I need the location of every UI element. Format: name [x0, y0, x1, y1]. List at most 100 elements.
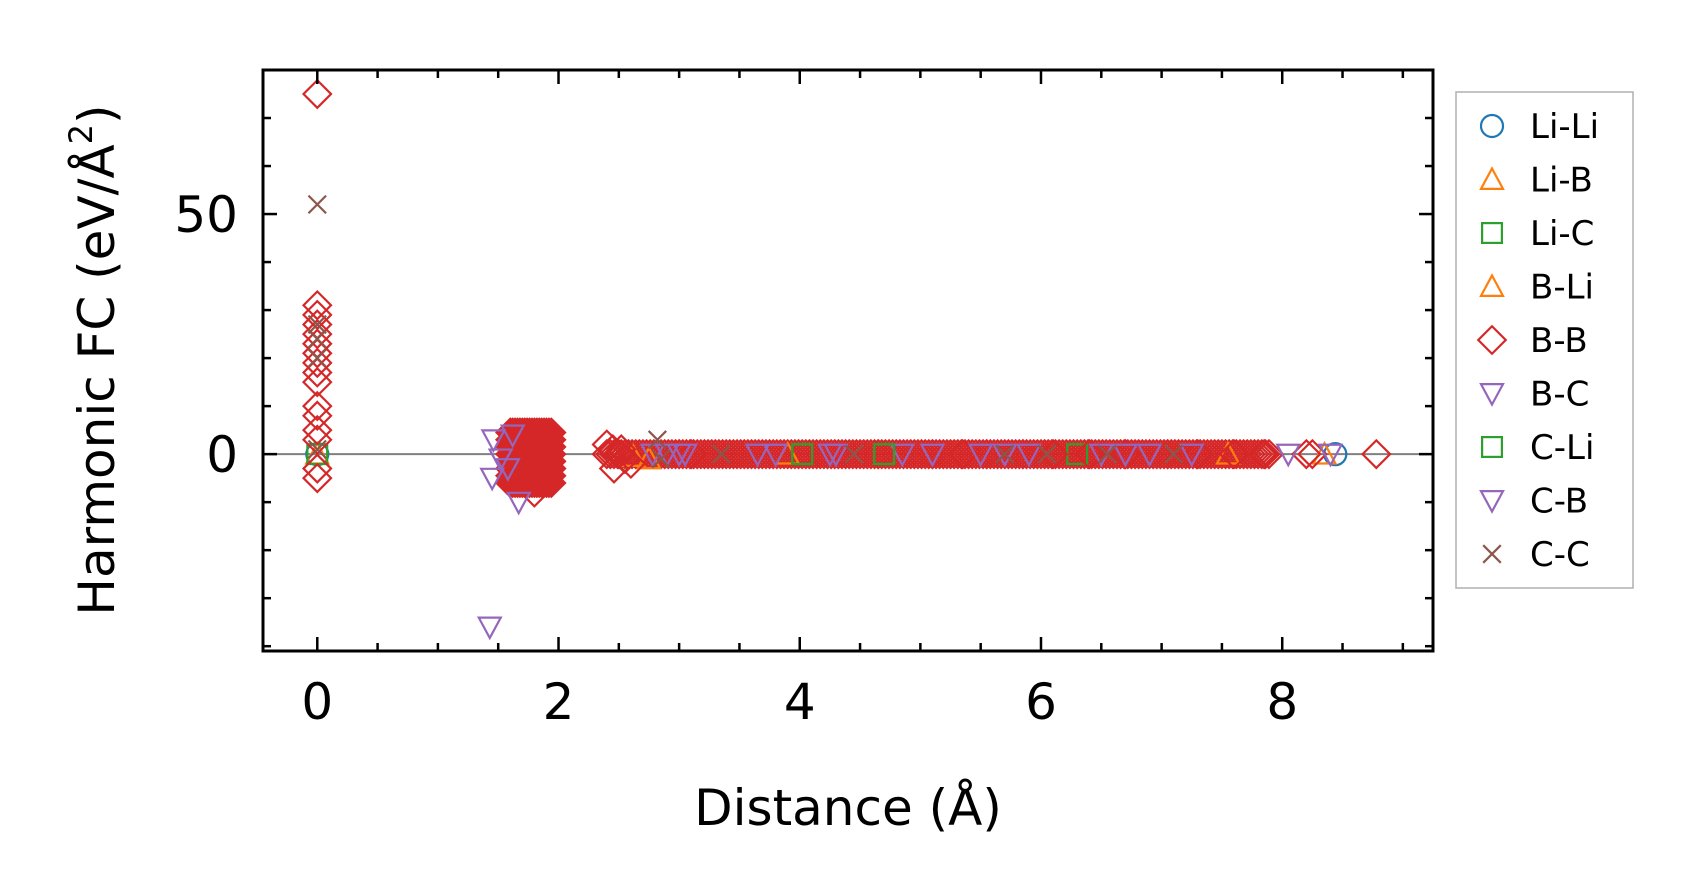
legend-label: B-Li	[1530, 268, 1594, 308]
x-marker-stroke	[1164, 444, 1184, 464]
data-point	[711, 444, 731, 464]
data-point	[505, 491, 532, 516]
x-marker-stroke	[647, 430, 668, 450]
legend-label: B-B	[1530, 321, 1588, 361]
legend-label: C-B	[1530, 482, 1588, 522]
legend-frame	[1455, 91, 1634, 589]
legend-marker	[1479, 490, 1505, 514]
b-b-cluster-marker	[533, 417, 565, 448]
data-point	[301, 328, 333, 359]
b-b-band-marker	[1239, 438, 1270, 470]
data-point	[1178, 443, 1205, 468]
data-point	[307, 314, 327, 335]
data-point	[762, 443, 789, 468]
legend-marker	[1479, 113, 1505, 139]
legend-item: B-C	[1479, 375, 1589, 415]
x-marker-stroke	[307, 314, 327, 335]
y-axis-label-main: Harmonic FC (eV/Å	[68, 144, 126, 615]
data-point	[647, 430, 668, 450]
b-b-band-marker	[1253, 438, 1285, 470]
data-point	[991, 443, 1018, 468]
data-point	[307, 329, 327, 349]
x-marker-stroke	[1482, 544, 1502, 564]
data-point	[1164, 444, 1184, 464]
data-point	[1361, 438, 1392, 470]
x-marker-stroke	[307, 194, 327, 215]
legend-item: C-C	[1482, 535, 1590, 575]
b-b-cluster-marker	[535, 438, 567, 470]
data-point	[636, 445, 662, 470]
legend-marker	[1480, 222, 1503, 245]
data-point	[873, 443, 896, 466]
b-b-band-marker	[1246, 438, 1278, 470]
data-point	[1317, 443, 1344, 468]
data-point	[301, 78, 333, 110]
x-marker-stroke	[307, 439, 327, 459]
legend-item: B-Li	[1479, 268, 1594, 308]
data-point	[889, 443, 916, 468]
series-c-b	[666, 443, 1139, 468]
series-c-li	[791, 443, 896, 466]
data-point	[476, 616, 503, 641]
data-point	[744, 443, 771, 468]
legend-item: Li-C	[1480, 214, 1594, 254]
data-point	[967, 443, 994, 468]
legend-label: Li-B	[1530, 161, 1593, 201]
y-axis-label-close: )	[68, 104, 126, 124]
b-b-cluster-marker	[535, 417, 567, 448]
b-b-cluster-marker	[535, 431, 567, 463]
legend-label: Li-Li	[1530, 107, 1599, 147]
data-point	[862, 438, 894, 470]
legend-item: C-B	[1479, 482, 1588, 522]
data-point	[301, 453, 333, 484]
data-point	[307, 194, 327, 215]
legend-item: C-Li	[1480, 428, 1594, 468]
svg-text:Harmonic FC (eV/Å2): Harmonic FC (eV/Å2)	[62, 104, 126, 615]
b-b-cluster-marker	[535, 467, 567, 499]
data-point	[615, 448, 647, 480]
legend-marker	[1479, 383, 1505, 407]
legend-label: B-C	[1530, 375, 1589, 415]
y-axis-label: Harmonic FC (eV/Å2)	[62, 104, 126, 615]
data-point	[301, 347, 333, 379]
x-marker-stroke	[307, 329, 327, 349]
x-marker-stroke	[711, 444, 731, 464]
data-point	[1182, 438, 1214, 470]
x-tick-label: 8	[1266, 673, 1298, 731]
series-b-b	[301, 78, 1392, 508]
legend-label: Li-C	[1530, 214, 1594, 254]
y-axis-label-sup: 2	[62, 124, 100, 144]
legend-marker	[1476, 324, 1508, 356]
legend-item: Li-Li	[1479, 107, 1599, 147]
data-point	[499, 424, 526, 449]
x-tick-label: 0	[301, 673, 333, 731]
data-point	[513, 419, 544, 451]
x-tick-label: 2	[543, 673, 575, 731]
data-point	[1218, 438, 1250, 470]
plot-frame	[261, 68, 1435, 653]
x-tick-label: 6	[1025, 673, 1057, 731]
x-marker-stroke	[844, 444, 864, 464]
data-point	[480, 429, 507, 454]
data-point	[307, 348, 327, 368]
data-point	[666, 443, 692, 468]
data-point	[301, 366, 333, 398]
legend-item: Li-B	[1479, 161, 1593, 201]
x-marker-stroke	[1037, 444, 1057, 464]
data-point	[1016, 443, 1042, 468]
data-point	[823, 443, 849, 468]
data-point	[301, 357, 333, 388]
data-point	[301, 414, 333, 446]
data-point	[1097, 444, 1117, 464]
legend-label: C-Li	[1530, 428, 1594, 468]
b-b-band-marker	[1242, 438, 1274, 470]
y-tick-label: 0	[206, 426, 238, 484]
legend-marker	[1479, 166, 1505, 190]
data-point	[526, 429, 557, 460]
data-point	[1112, 443, 1139, 468]
x-axis-label: Distance (Å)	[694, 779, 1002, 837]
x-marker-stroke	[651, 449, 671, 469]
axis-ticks: 0 2 4 6 8 0 50	[174, 68, 1433, 731]
data-point	[1248, 438, 1280, 470]
